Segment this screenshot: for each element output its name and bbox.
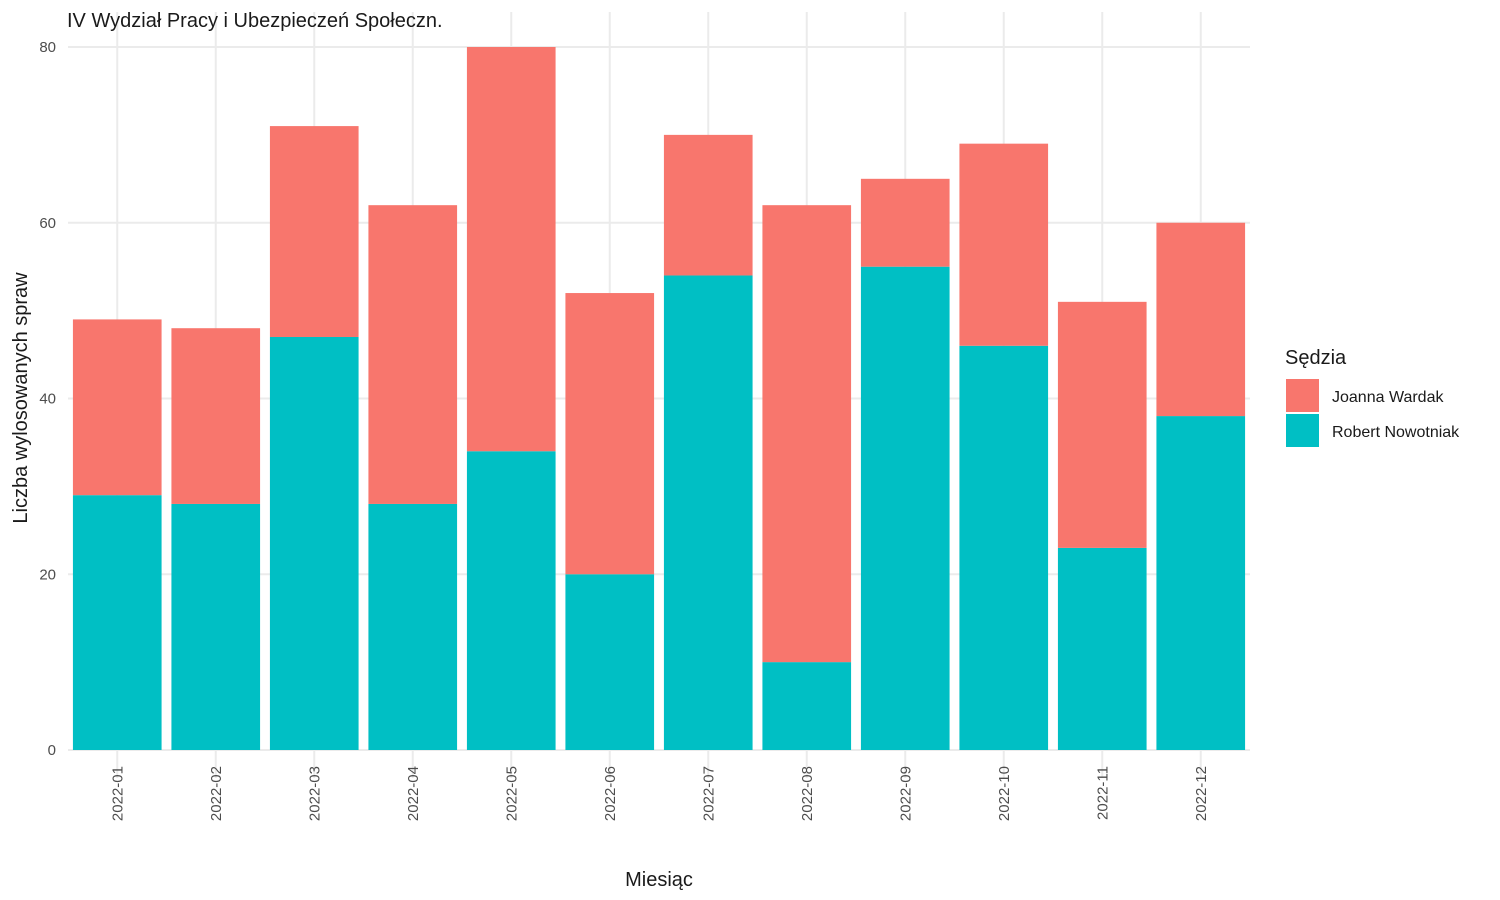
legend-title: Sędzia	[1285, 347, 1347, 369]
bars	[72, 47, 1246, 750]
legend-swatch	[1286, 414, 1319, 447]
bar-segment	[565, 574, 655, 750]
y-axis-title: Liczba wylosowanych spraw	[10, 272, 32, 524]
x-tick-label: 2022-04	[405, 766, 422, 821]
y-tick-label: 20	[39, 566, 56, 583]
bar-segment	[959, 143, 1049, 346]
x-tick-label: 2022-09	[897, 766, 914, 821]
bar-segment	[171, 503, 261, 750]
x-axis-ticks: 2022-01 2022-02 2022-03 2022-04 2022-05 2022-…	[109, 766, 1210, 821]
bar-segment	[72, 319, 162, 496]
y-tick-label: 40	[39, 391, 56, 408]
y-axis-ticks: 0 20 40 60 80	[39, 39, 56, 759]
x-tick-label: 2022-02	[208, 766, 225, 821]
bar-segment	[368, 503, 458, 750]
x-tick-label: 2022-11	[1094, 766, 1111, 820]
bar-segment	[171, 328, 261, 504]
legend: Sędzia Joanna Wardak Robert Nowotniak	[1285, 347, 1460, 447]
x-tick-label: 2022-01	[109, 766, 126, 821]
y-tick-label: 80	[39, 39, 56, 56]
bar-segment	[762, 205, 852, 663]
x-tick-label: 2022-05	[503, 766, 520, 821]
bar-segment	[1156, 416, 1246, 750]
x-tick-label: 2022-08	[799, 766, 816, 821]
bar-segment	[466, 451, 556, 750]
bar-segment	[959, 345, 1049, 750]
x-axis-title: Miesiąc	[625, 869, 693, 891]
chart-title: IV Wydział Pracy i Ubezpieczeń Społeczn.	[67, 10, 443, 32]
bar-segment	[466, 47, 556, 452]
x-tick-label: 2022-07	[700, 766, 717, 821]
bar-segment	[860, 266, 950, 750]
bar-segment	[860, 178, 950, 267]
legend-label: Robert Nowotniak	[1332, 424, 1460, 441]
bar-segment	[269, 126, 359, 337]
bar-segment	[1057, 547, 1147, 750]
bar-segment	[663, 275, 753, 750]
x-tick-label: 2022-10	[996, 766, 1013, 821]
x-tick-label: 2022-12	[1193, 766, 1210, 821]
bar-segment	[72, 495, 162, 750]
bar-segment	[1057, 301, 1147, 548]
bar-segment	[663, 134, 753, 276]
bar-segment	[762, 662, 852, 750]
y-tick-label: 60	[39, 215, 56, 232]
x-tick-label: 2022-06	[602, 766, 619, 821]
x-tick-label: 2022-03	[306, 766, 323, 821]
bar-segment	[368, 205, 458, 504]
legend-swatch	[1286, 379, 1319, 412]
bar-segment	[565, 293, 655, 575]
y-tick-label: 0	[48, 742, 56, 759]
legend-label: Joanna Wardak	[1332, 389, 1444, 406]
bar-segment	[1156, 222, 1246, 417]
bar-segment	[269, 336, 359, 750]
